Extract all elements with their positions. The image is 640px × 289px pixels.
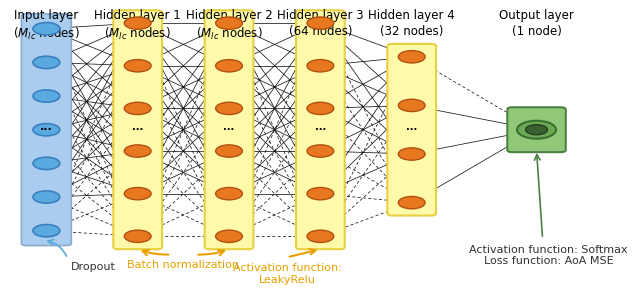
Circle shape (33, 23, 60, 35)
FancyBboxPatch shape (387, 44, 436, 216)
Circle shape (216, 145, 243, 157)
Circle shape (307, 102, 334, 114)
Text: ···: ··· (406, 125, 417, 135)
Circle shape (124, 188, 151, 200)
FancyBboxPatch shape (296, 10, 345, 249)
Circle shape (398, 148, 425, 160)
Circle shape (216, 60, 243, 72)
Text: Activation function: Softmax
Loss function: AoA MSE: Activation function: Softmax Loss functi… (469, 245, 628, 266)
Circle shape (525, 125, 547, 135)
Circle shape (33, 157, 60, 170)
Text: Batch normalization: Batch normalization (127, 260, 239, 270)
Circle shape (33, 90, 60, 102)
Circle shape (216, 102, 243, 114)
Circle shape (398, 197, 425, 209)
FancyBboxPatch shape (21, 14, 71, 246)
Circle shape (307, 60, 334, 72)
Circle shape (33, 56, 60, 68)
Circle shape (307, 188, 334, 200)
Circle shape (33, 123, 60, 136)
Circle shape (216, 188, 243, 200)
Circle shape (216, 230, 243, 242)
Circle shape (33, 225, 60, 237)
Text: Dropout: Dropout (70, 262, 116, 272)
Circle shape (124, 17, 151, 29)
Circle shape (124, 145, 151, 157)
Text: Output layer
(1 node): Output layer (1 node) (499, 9, 574, 38)
Circle shape (124, 60, 151, 72)
FancyBboxPatch shape (113, 10, 162, 249)
Circle shape (398, 99, 425, 112)
Text: ···: ··· (40, 125, 52, 135)
Circle shape (398, 51, 425, 63)
Circle shape (307, 145, 334, 157)
Text: Hidden layer 3
(64 nodes): Hidden layer 3 (64 nodes) (277, 9, 364, 38)
Text: Activation function:
LeakyRelu: Activation function: LeakyRelu (232, 263, 341, 285)
Text: ···: ··· (223, 125, 235, 135)
Text: Hidden layer 1
($M_{lc}$ nodes): Hidden layer 1 ($M_{lc}$ nodes) (94, 9, 181, 42)
Circle shape (124, 230, 151, 242)
Text: Input layer
($M_{lc}$ nodes): Input layer ($M_{lc}$ nodes) (13, 9, 80, 42)
Text: ···: ··· (132, 125, 143, 135)
Circle shape (33, 191, 60, 203)
Circle shape (517, 121, 556, 139)
Circle shape (216, 17, 243, 29)
Circle shape (307, 17, 334, 29)
Text: Hidden layer 4
(32 nodes): Hidden layer 4 (32 nodes) (369, 9, 455, 38)
FancyBboxPatch shape (508, 107, 566, 152)
Circle shape (307, 230, 334, 242)
FancyBboxPatch shape (205, 10, 253, 249)
Text: Hidden layer 2
($M_{lc}$ nodes): Hidden layer 2 ($M_{lc}$ nodes) (186, 9, 273, 42)
Text: ···: ··· (315, 125, 326, 135)
Circle shape (124, 102, 151, 114)
